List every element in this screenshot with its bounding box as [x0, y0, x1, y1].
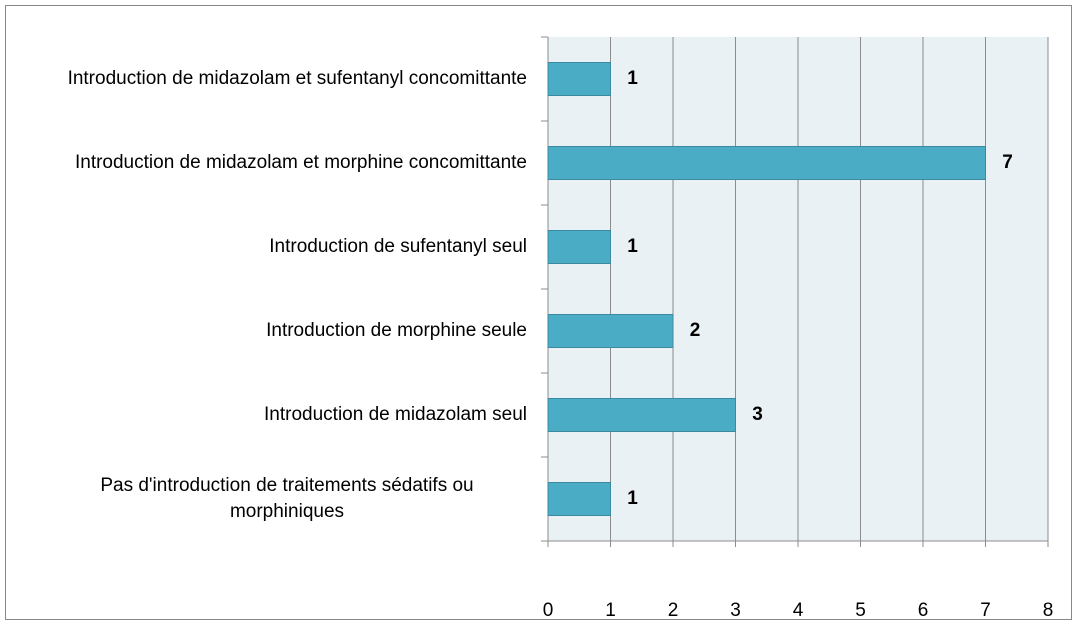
x-tick-label: 5 [855, 600, 866, 621]
y-tick-label-box: Introduction de midazolam et morphine co… [27, 150, 527, 176]
y-tick-label: Introduction de midazolam et morphine co… [74, 152, 527, 173]
y-tick-label-box: Introduction de morphine seule [27, 318, 527, 344]
y-tick-label: Pas d'introduction de traitements sédati… [100, 475, 474, 522]
y-tick-label: Introduction de morphine seule [266, 320, 527, 341]
y-tick-label-box: Introduction de midazolam seul [27, 402, 527, 428]
data-label: 2 [690, 320, 701, 341]
y-tick-label: Introduction de midazolam et sufentanyl … [67, 68, 527, 89]
x-tick-label: 6 [918, 600, 929, 621]
bar [547, 314, 674, 348]
bar [547, 230, 611, 264]
y-tick-label-box: Introduction de sufentanyl seul [27, 234, 527, 260]
x-tick-label: 7 [980, 600, 991, 621]
bar [547, 398, 736, 432]
y-tick-label: Introduction de sufentanyl seul [269, 236, 527, 257]
data-label: 7 [1002, 152, 1013, 173]
x-tick-label: 0 [543, 600, 554, 621]
data-label: 1 [627, 236, 638, 257]
x-tick-label: 4 [793, 600, 804, 621]
data-label: 1 [627, 68, 638, 89]
bar [547, 62, 611, 96]
y-tick-label-box: Pas d'introduction de traitements sédati… [27, 473, 527, 525]
data-label: 1 [627, 488, 638, 509]
bar [547, 146, 986, 180]
x-tick-label: 1 [605, 600, 616, 621]
bar [547, 482, 611, 516]
y-tick-label: Introduction de midazolam seul [264, 404, 527, 425]
y-tick-label-box: Introduction de midazolam et sufentanyl … [27, 66, 527, 92]
x-tick-label: 2 [668, 600, 679, 621]
data-label: 3 [752, 404, 763, 425]
x-tick-label: 3 [730, 600, 741, 621]
x-tick-label: 8 [1043, 600, 1054, 621]
